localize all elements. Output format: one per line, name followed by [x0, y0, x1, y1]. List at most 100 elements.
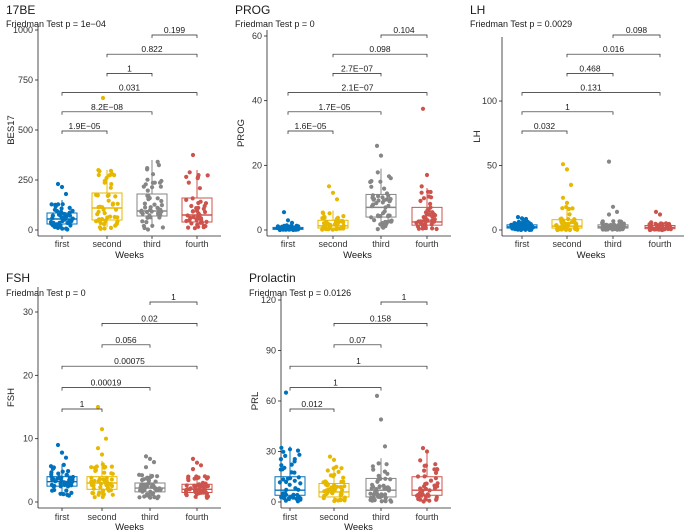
data-point: [375, 478, 380, 483]
data-point: [383, 492, 388, 497]
data-point: [153, 479, 158, 484]
data-point: [106, 488, 112, 493]
data-point: [428, 189, 433, 195]
data-point: [53, 202, 58, 207]
y-tick-label: 0: [271, 497, 276, 507]
data-point: [89, 480, 94, 485]
data-point: [370, 464, 375, 469]
data-point: [60, 469, 65, 474]
data-point: [426, 493, 431, 498]
data-point: [295, 224, 300, 229]
data-point: [64, 488, 69, 493]
data-point: [658, 221, 664, 226]
data-point: [49, 202, 54, 207]
data-point: [98, 485, 103, 490]
data-point: [375, 170, 380, 175]
series-fourth: [181, 456, 213, 500]
data-point: [98, 220, 103, 226]
data-point: [150, 185, 155, 190]
data-point: [140, 485, 145, 490]
box: [181, 197, 213, 223]
outlier-point: [519, 216, 525, 221]
data-point: [425, 218, 430, 223]
outlier-point: [424, 449, 430, 454]
data-point: [419, 190, 424, 195]
comparison-label: 0.012: [301, 399, 323, 409]
data-point: [570, 206, 575, 211]
outlier-point: [564, 200, 570, 205]
panel-lh: LH Friedman Test p = 0.0029 0 50 100 LH first s…: [470, 3, 684, 261]
data-point: [184, 493, 189, 498]
data-point: [287, 225, 292, 230]
data-point: [334, 464, 339, 469]
x-axis-title: Weeks: [115, 250, 144, 261]
data-point: [322, 226, 328, 231]
data-point: [141, 184, 146, 189]
data-point: [186, 180, 191, 185]
data-point: [102, 226, 107, 231]
data-point: [148, 205, 153, 210]
data-point: [113, 194, 118, 199]
data-point: [335, 484, 340, 489]
data-point: [600, 220, 605, 225]
data-point: [205, 484, 210, 489]
data-point: [375, 227, 380, 232]
data-point: [67, 205, 72, 210]
panel-subtitle: Friedman Test p = 0.0126: [249, 288, 351, 298]
outlier-point: [143, 454, 149, 459]
data-point: [378, 179, 383, 184]
data-point: [277, 480, 282, 485]
data-point: [112, 173, 117, 178]
data-point: [93, 468, 98, 473]
data-point: [194, 206, 199, 211]
y-axis-title: LH: [472, 130, 483, 142]
panel-title: PROG: [235, 3, 270, 17]
data-point: [283, 453, 288, 458]
data-point: [281, 495, 286, 500]
data-point: [112, 214, 117, 220]
data-point: [158, 207, 163, 212]
data-point: [435, 467, 440, 472]
y-axis-title: BES17: [6, 115, 17, 145]
data-point: [429, 222, 434, 227]
data-point: [321, 496, 326, 501]
data-point: [325, 482, 331, 487]
data-point: [434, 226, 439, 232]
data-point: [527, 224, 532, 229]
panel-title: LH: [470, 3, 485, 17]
data-point: [418, 458, 423, 463]
data-point: [434, 496, 439, 502]
data-point: [341, 223, 346, 228]
data-point: [423, 497, 428, 502]
data-point: [193, 489, 198, 494]
outlier-point: [283, 390, 289, 395]
data-point: [67, 478, 72, 483]
data-point: [105, 193, 110, 198]
data-point: [279, 463, 284, 468]
data-point: [509, 222, 514, 227]
comparison-bracket: [61, 92, 198, 96]
data-point: [616, 223, 621, 228]
data-point: [604, 223, 609, 229]
panel-subtitle: Friedman Test p = 0: [6, 288, 86, 298]
data-point: [144, 492, 150, 497]
data-point: [661, 226, 666, 231]
data-point: [204, 494, 210, 499]
comparison-bracket: [333, 323, 428, 327]
outlier-point: [614, 209, 620, 214]
data-point: [611, 219, 616, 224]
comparison-label: 0.822: [141, 44, 163, 54]
comparison-bracket: [106, 53, 198, 58]
data-point: [196, 475, 201, 480]
data-point: [192, 476, 197, 481]
outlier-point: [95, 446, 101, 451]
data-point: [158, 184, 163, 189]
outlier-point: [103, 436, 109, 441]
data-point: [205, 475, 210, 480]
data-point: [380, 200, 385, 205]
data-point: [338, 497, 343, 502]
outlier-point: [63, 455, 69, 460]
data-point: [389, 499, 394, 504]
data-point: [339, 479, 344, 484]
comparison-label: 0.056: [115, 335, 137, 345]
